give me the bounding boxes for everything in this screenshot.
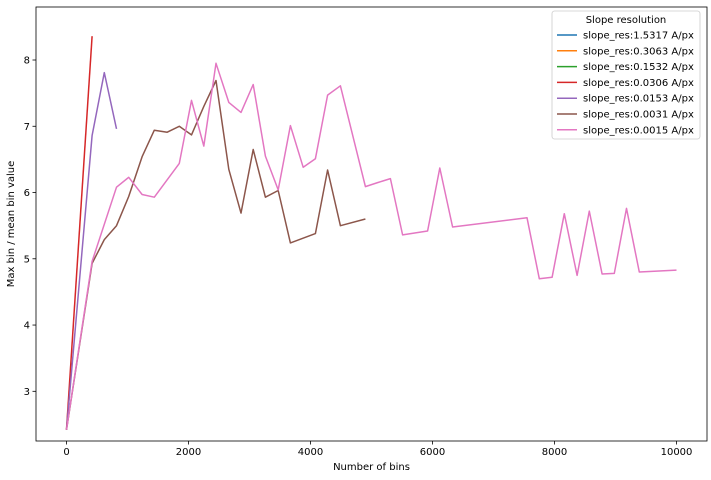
x-tick-label-0: 0 (63, 447, 69, 458)
legend-entries: slope_res:1.5317 A/px slope_res:0.3063 A/… (557, 31, 694, 136)
series-layer (65, 36, 677, 430)
legend-box (551, 10, 701, 140)
legend-label-6: slope_res:0.0015 A/px (583, 125, 694, 136)
x-tick-label-1: 2000 (176, 447, 201, 458)
axes-layer: 0 2000 4000 6000 8000 10000 3 4 5 6 7 8 (24, 6, 708, 458)
legend-label-5: slope_res:0.0031 A/px (583, 110, 694, 121)
x-tick-label-4: 8000 (542, 447, 567, 458)
legend-title: Slope resolution (586, 15, 667, 26)
y-tick-label-4: 7 (24, 122, 30, 133)
y-axis-label: Max bin / mean bin value (6, 161, 17, 288)
legend-label-0: slope_res:1.5317 A/px (583, 31, 694, 42)
series-line-3 (65, 36, 93, 430)
legend: Slope resolution slope_res:1.5317 A/pxsl… (551, 10, 701, 140)
legend-label-1: slope_res:0.3063 A/px (583, 46, 694, 57)
y-tick-label-0: 3 (24, 387, 30, 398)
y-tick-label-2: 5 (24, 254, 30, 265)
series-line-4 (65, 71, 118, 430)
legend-label-4: slope_res:0.0153 A/px (583, 94, 694, 105)
y-tick-label-5: 8 (24, 56, 30, 67)
series-line-5 (65, 79, 366, 430)
x-tick-label-2: 4000 (298, 447, 323, 458)
legend-label-3: slope_res:0.0306 A/px (583, 78, 694, 89)
series-line-6 (65, 62, 677, 430)
x-tick-label-5: 10000 (661, 447, 693, 458)
x-axis-label: Number of bins (333, 462, 410, 473)
y-tick-label-3: 6 (24, 188, 30, 199)
axes-frame (35, 6, 708, 442)
x-tick-label-3: 6000 (420, 447, 445, 458)
legend-label-2: slope_res:0.1532 A/px (583, 62, 694, 73)
y-tick-label-1: 4 (24, 321, 30, 332)
